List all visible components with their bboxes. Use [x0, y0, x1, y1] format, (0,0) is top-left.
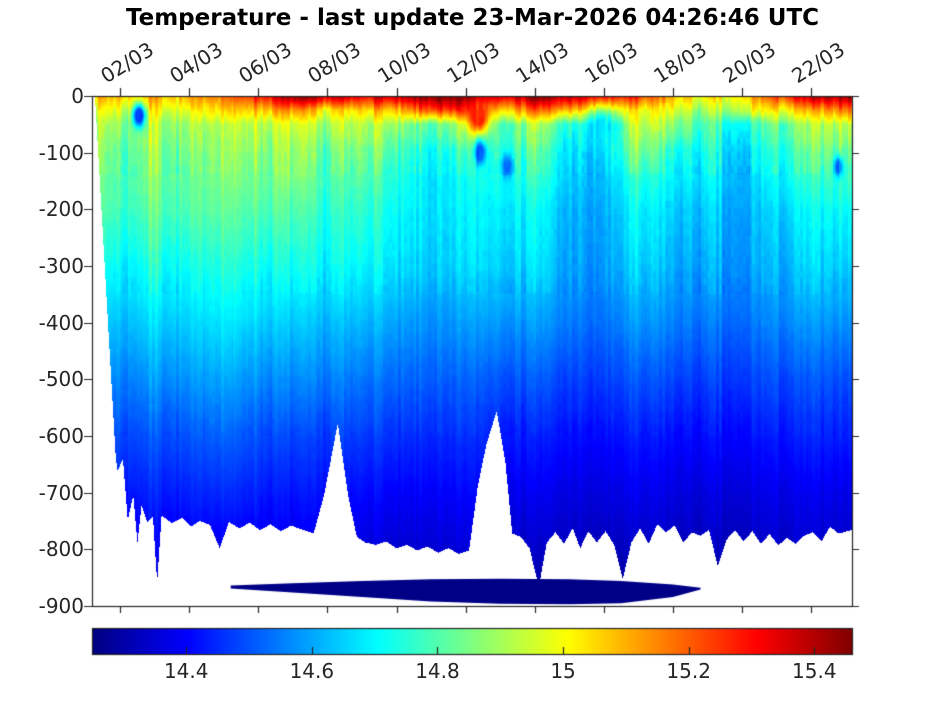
colorbar-tick-label: 14.6	[289, 659, 335, 683]
y-tick-label: 0	[71, 84, 84, 108]
y-tick-label: -300	[38, 254, 84, 278]
y-tick-label: -500	[38, 367, 84, 392]
colorbar-tick-label: 15.2	[666, 659, 711, 683]
y-tick-label: -700	[38, 480, 84, 505]
y-tick-label: -800	[38, 537, 84, 562]
y-tick-label: -100	[38, 140, 84, 165]
colorbar-tick-label: 15	[550, 659, 576, 683]
colorbar-tick-label: 14.4	[163, 659, 209, 683]
y-tick-label: -400	[38, 310, 84, 335]
y-tick-label: -200	[38, 197, 84, 222]
y-tick-label: -900	[38, 594, 84, 618]
colorbar-tick-label: 14.8	[415, 659, 460, 683]
chart-title: Temperature - last update 23-Mar-2026 04…	[125, 5, 820, 31]
y-tick-label: -600	[38, 424, 84, 448]
colorbar-tick-label: 15.4	[792, 659, 837, 683]
